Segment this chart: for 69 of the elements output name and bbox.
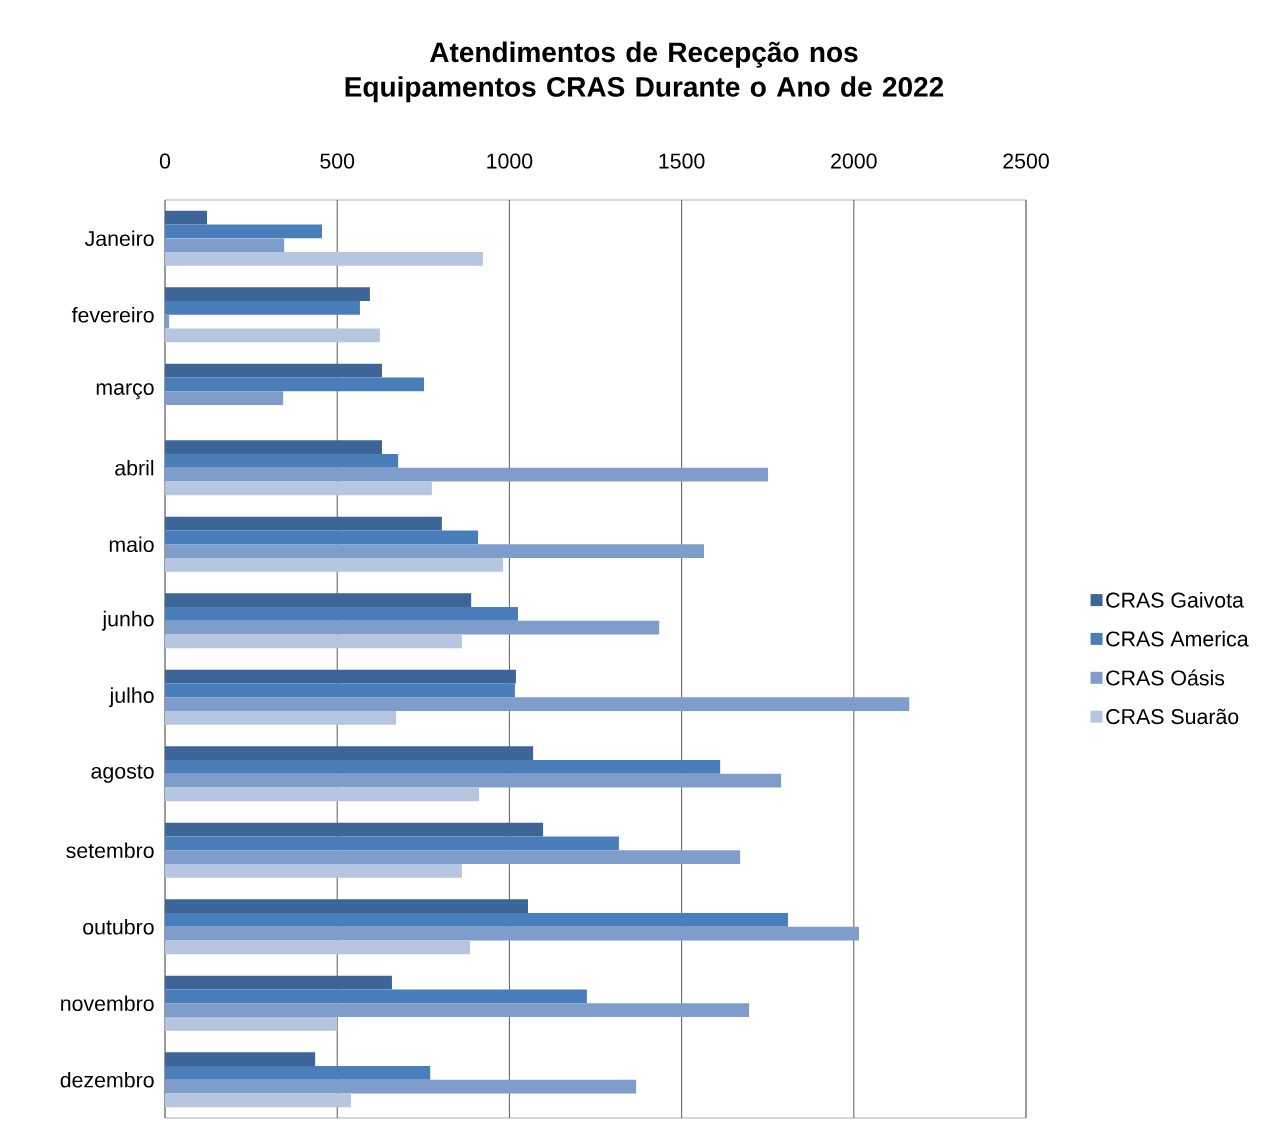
bar <box>165 1017 338 1031</box>
bar <box>165 481 432 496</box>
bar <box>165 683 515 698</box>
bar <box>165 558 504 572</box>
bar <box>165 711 397 725</box>
y-tick-label: fevereiro <box>71 306 154 323</box>
y-tick-label: junho <box>101 610 154 631</box>
legend-label: CRAS Oásis <box>1106 669 1225 686</box>
x-tick-label: 2500 <box>1003 153 1049 169</box>
y-tick-label: Janeiro <box>84 230 154 247</box>
chart-title: Atendimentos de Recepção nos Equipamentos CRAS Durante o Ano de 2022 <box>345 41 944 103</box>
bar <box>165 593 472 607</box>
legend-label: CRAS Gaivota <box>1106 592 1244 608</box>
bar <box>165 975 392 990</box>
x-tick-label: 0 <box>159 153 171 169</box>
bar <box>165 391 284 406</box>
bar <box>165 328 380 343</box>
bar <box>165 453 399 468</box>
bar <box>165 530 479 545</box>
bar <box>165 940 471 955</box>
y-tick-label: julho <box>109 687 154 708</box>
y-tick-label: outubro <box>83 918 154 935</box>
x-tick-label: 1000 <box>487 153 533 169</box>
bar <box>165 759 721 774</box>
bar <box>165 746 534 760</box>
bar <box>165 822 544 837</box>
y-tick-label: dezembro <box>60 1071 154 1088</box>
bar <box>165 363 382 378</box>
bar <box>165 606 519 621</box>
bar <box>165 467 769 482</box>
bar <box>165 1093 351 1108</box>
y-tick-label: setembro <box>66 842 154 859</box>
bar <box>165 989 587 1004</box>
bar <box>165 544 704 559</box>
bar <box>165 1052 316 1066</box>
bar <box>165 620 660 635</box>
legend-label: CRAS Suarão <box>1106 708 1239 725</box>
bar <box>165 1003 750 1018</box>
y-tick-label: agosto <box>91 764 154 783</box>
bar <box>165 238 285 253</box>
bar <box>165 516 442 531</box>
bar <box>165 287 370 301</box>
bar <box>165 210 208 225</box>
bar <box>165 300 360 315</box>
bar <box>165 377 424 392</box>
bar <box>165 850 741 865</box>
bar <box>165 1079 637 1094</box>
x-tick-label: 500 <box>320 153 355 169</box>
bar <box>165 440 382 454</box>
bar <box>165 252 483 266</box>
bar <box>165 224 323 239</box>
bar <box>165 899 529 913</box>
x-tick-label: 2000 <box>831 153 877 169</box>
bar <box>165 773 782 788</box>
y-tick-label: novembro <box>61 995 154 1012</box>
bar <box>165 912 789 927</box>
bar <box>165 864 462 878</box>
bar <box>165 836 619 851</box>
bar <box>165 787 480 802</box>
bar <box>165 634 462 649</box>
y-tick-label: abril <box>115 459 154 476</box>
y-tick-label: março <box>96 383 154 400</box>
legend-label: CRAS America <box>1106 630 1249 647</box>
bar <box>165 1065 431 1080</box>
bar <box>165 697 910 712</box>
x-tick-label: 1500 <box>659 153 705 169</box>
bar <box>165 669 516 684</box>
bar <box>165 926 859 941</box>
y-tick-label: maio <box>109 536 154 553</box>
